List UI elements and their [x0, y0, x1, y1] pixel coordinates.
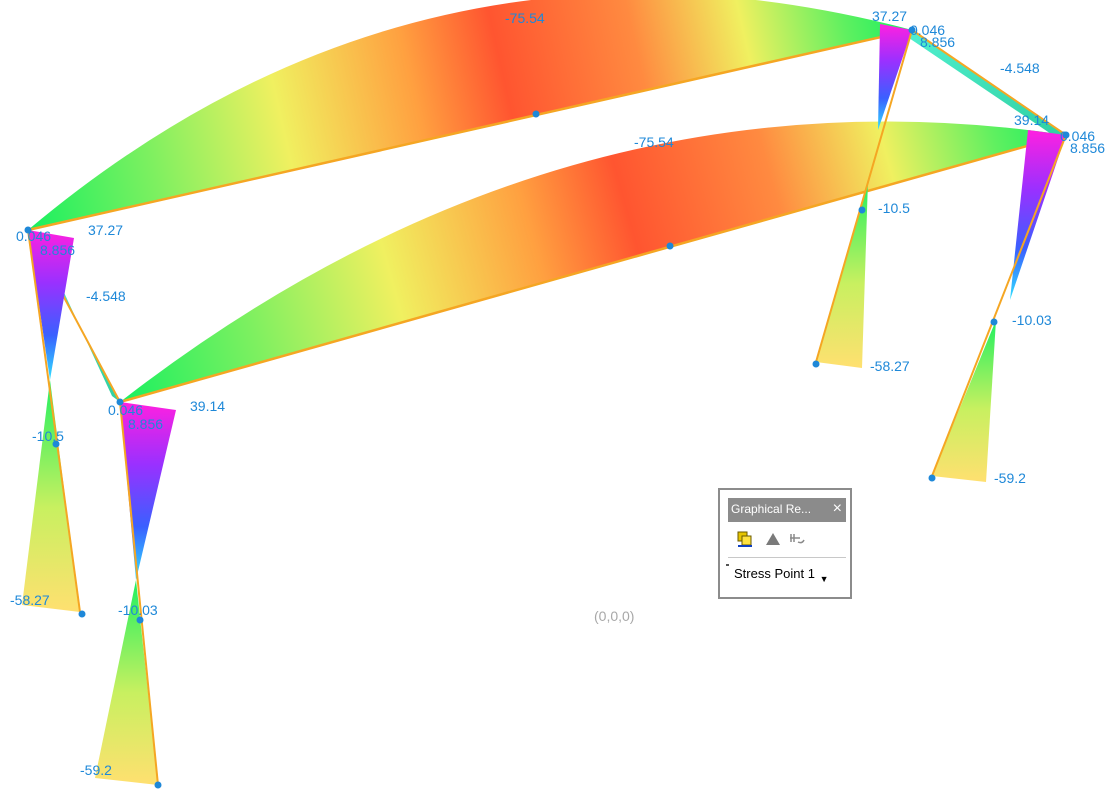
chevron-down-icon: ▼	[819, 574, 829, 584]
stress-point-select[interactable]: Stress Point 1 ▼	[734, 566, 842, 586]
moment-label: -59.2	[994, 470, 1026, 486]
moment-label: 0.046	[910, 22, 946, 38]
moment-label: -10.03	[1012, 312, 1052, 328]
section-icon[interactable]	[788, 530, 806, 548]
panel-title-bar[interactable]: Graphical Re... ×	[728, 498, 846, 522]
moment-label: -58.27	[10, 592, 50, 608]
moment-label: 39.14	[190, 398, 226, 414]
close-icon[interactable]: ×	[832, 500, 842, 517]
copy-results-icon[interactable]	[736, 530, 754, 548]
moment-label: -58.27	[870, 358, 910, 374]
moment-label: -10.5	[878, 200, 910, 216]
moment-label: -4.548	[86, 288, 126, 304]
moment-label: 0.046	[108, 402, 144, 418]
moment-label: -59.2	[80, 762, 112, 778]
moment-label: 8.856	[40, 242, 76, 258]
moment-label: -4.548	[1000, 60, 1040, 76]
stress-point-value: Stress Point 1	[734, 566, 815, 581]
panel-divider	[728, 557, 846, 558]
front-beam-moment-diagram	[120, 121, 1066, 402]
grip-icon	[726, 564, 729, 566]
back-beam-moment-diagram	[28, 0, 912, 230]
moment-label: 39.14	[1014, 112, 1050, 128]
triangle-icon[interactable]	[764, 530, 782, 548]
moment-label: 8.856	[920, 34, 956, 50]
moment-label: -10.03	[118, 602, 158, 618]
moment-label: 0.046	[1060, 128, 1096, 144]
moment-label: -10.5	[32, 428, 64, 444]
moment-label: 0.046	[16, 228, 52, 244]
panel-title: Graphical Re...	[731, 502, 812, 516]
moment-label: -75.54	[634, 134, 674, 150]
moment-label: 8.856	[128, 416, 164, 432]
graphical-results-panel[interactable]: Graphical Re... × Stress Point 1 ▼	[718, 488, 852, 599]
moment-label: -75.54	[505, 10, 545, 26]
moment-label: 37.27	[872, 8, 908, 24]
origin-coordinate: (0,0,0)	[594, 608, 635, 624]
moment-label: 37.27	[88, 222, 124, 238]
moment-label: 8.856	[1070, 140, 1106, 156]
